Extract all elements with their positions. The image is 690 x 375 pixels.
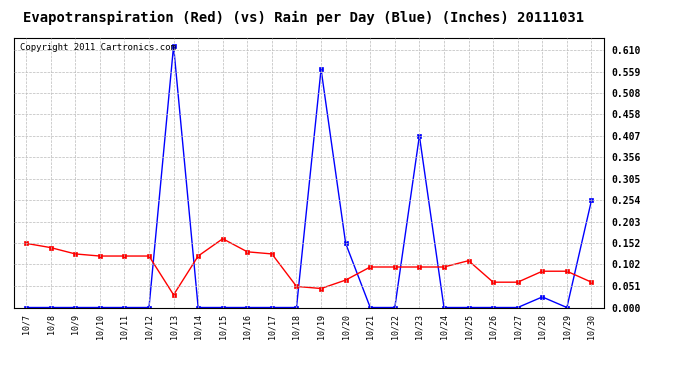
Text: Evapotranspiration (Red) (vs) Rain per Day (Blue) (Inches) 20111031: Evapotranspiration (Red) (vs) Rain per D… xyxy=(23,11,584,26)
Text: Copyright 2011 Cartronics.com: Copyright 2011 Cartronics.com xyxy=(20,43,175,52)
